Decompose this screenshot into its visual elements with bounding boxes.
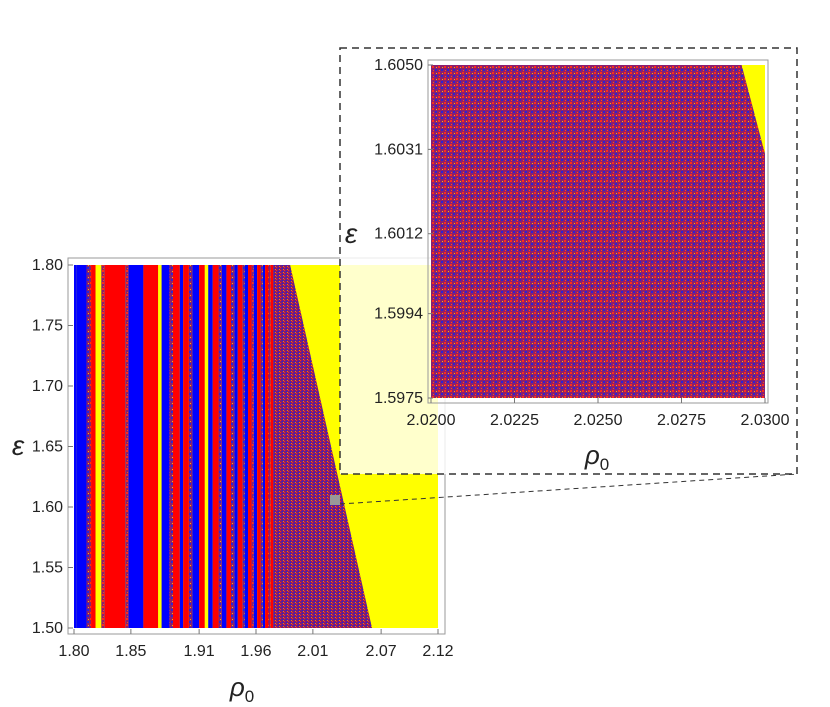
band-blue [234,265,238,628]
band-blue [253,265,258,628]
band-blue [192,265,200,628]
y-tick-label: 1.50 [32,620,63,637]
y-tick-label: 1.65 [32,439,63,456]
inset-y-tick-label: 1.5975 [374,390,423,407]
inset-x-axis: 2.0200 2.0225 2.0250 2.0275 2.0300 [407,398,790,429]
band-red [237,265,243,628]
band-red [212,265,219,628]
band-mixed [218,265,222,628]
inset-x-axis-label: ρ0 [584,440,609,474]
inset-y-tick-label: 1.6050 [374,57,423,74]
main-x-axis: 1.80 1.85 1.91 1.96 2.01 2.07 2.12 [58,629,454,660]
band-mixed [101,265,105,628]
band-mixed [268,265,271,628]
band-blue [244,265,249,628]
inset-y-axis-label: ε [345,218,358,249]
inset-plot: 2.0200 2.0225 2.0250 2.0275 2.0300 1.59751.5… [345,57,790,474]
y-tick-label: 1.80 [32,257,63,274]
inset-y-tick-label: 1.6031 [374,141,423,158]
band-red [104,265,126,628]
x-tick-label: 1.91 [184,643,215,660]
x-tick-label: 2.12 [422,643,453,660]
x-tick-label: 2.01 [297,643,328,660]
band-blue [74,265,77,628]
x-tick-label: 1.85 [115,643,146,660]
band-blue [221,265,227,628]
band-mixed [260,265,263,628]
band-yellow [158,265,162,628]
band-red [265,265,269,628]
x-tick-label: 1.96 [240,643,271,660]
main-x-axis-label: ρ0 [229,672,254,706]
x-tick-label: 2.07 [366,643,397,660]
inset-plot-marks [431,65,765,398]
band-blue [208,265,213,628]
band-red [248,265,252,628]
inset-x-tick-label: 2.0275 [657,412,706,429]
inset-x-tick-label: 2.0300 [741,412,790,429]
y-tick-label: 1.60 [32,499,63,516]
band-mixed [86,265,92,628]
zoom-marker [330,495,340,505]
band-blue [179,265,184,628]
inset-x-tick-label: 2.0250 [574,412,623,429]
x-tick-label: 1.80 [58,643,89,660]
band-blue [262,265,266,628]
band-mixed [125,265,129,628]
main-y-axis-label: ε [12,430,25,461]
band-blue [161,265,170,628]
band-yellow [95,265,102,628]
inset-y-tick-label: 1.5994 [374,306,423,323]
band-red [257,265,261,628]
band-mixed [251,265,254,628]
band-mixed [169,265,173,628]
band-red [143,265,159,628]
y-tick-label: 1.55 [32,560,63,577]
band-mixed [188,265,193,628]
y-tick-label: 1.75 [32,318,63,335]
chaotic-region [273,265,373,628]
main-plot-marks [74,265,373,628]
band-blue [128,265,144,628]
band-red [183,265,189,628]
band-mixed [242,265,245,628]
band-yellow [204,265,209,628]
band-mixed [230,265,235,628]
band-blue [76,265,87,628]
band-red [226,265,231,628]
band-red [172,265,180,628]
inset-dashed-frame [339,47,798,475]
inset-x-tick-label: 2.0200 [407,412,456,429]
band-red [199,265,205,628]
inset-chaotic-region [431,65,765,398]
band-red [91,265,96,628]
inset-y-tick-label: 1.6012 [374,226,423,243]
band-red [270,265,274,628]
inset-x-tick-label: 2.0225 [490,412,539,429]
y-tick-label: 1.70 [32,378,63,395]
inset-y-axis: 1.5975 1.5994 1.6012 1.6031 1.6050 [374,57,433,407]
main-y-axis: 1.50 1.55 1.60 1.65 1.70 1.75 1.80 [32,257,73,637]
zoom-connector-line [339,473,798,505]
